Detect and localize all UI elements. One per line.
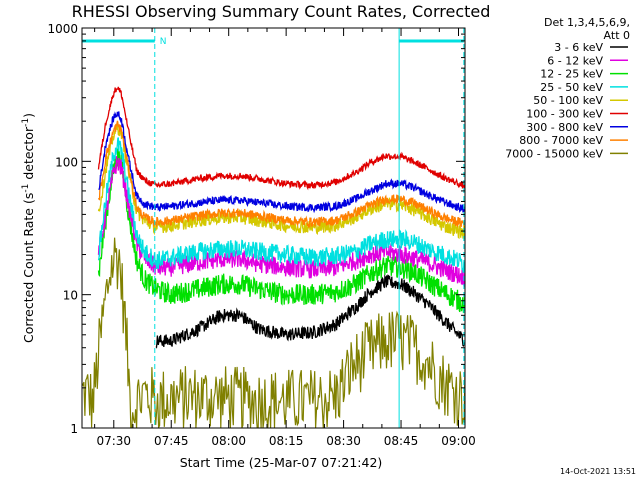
timestamp: 14-Oct-2021 13:51 [560,467,636,476]
axis-layer: 07:30 07:45 08:00 08:15 08:30 08:45 09:00 1 10 10… [47,22,475,448]
y-axis-label-main: Corrected Count Rate (s [21,193,36,343]
y-tick-label: 1000 [47,22,78,36]
legend-title-line1: Det 1,3,4,5,6,9, [544,16,630,29]
y-axis-label-sup1: -1 [21,184,31,193]
legend-entry-300-800-kev: 300 - 800 keV [526,121,603,134]
legend-entry-12-25-kev: 12 - 25 keV [540,68,603,81]
y-axis-label-mid: detector [21,126,36,184]
chart-title: RHESSI Observing Summary Count Rates, Co… [72,2,491,21]
y-tick-label: 100 [55,155,78,169]
series-25-50-kev [97,137,465,274]
legend-entry-7000-15000-kev: 7000 - 15000 keV [505,147,603,160]
series-line-6-12-kev [97,156,465,289]
x-tick-label: 08:15 [269,434,304,448]
x-tick-label: 08:45 [384,434,419,448]
y-axis-label-end: ) [21,113,36,118]
series-6-12-kev [97,156,465,289]
legend-entry-25-50-kev: 25 - 50 keV [540,81,603,94]
x-tick-label: 08:30 [326,434,361,448]
y-tick-label: 1 [70,422,78,436]
series-line-800-7000-kev [97,120,465,229]
legend-title-line2: Att 0 [604,29,630,42]
legend-entry-800-7000-kev: 800 - 7000 keV [519,134,603,147]
series-100-300-kev [97,86,465,191]
series-line-3-6-kev [155,273,465,349]
y-axis-label: Corrected Count Rate (s-1 detector-1) [21,113,36,343]
x-tick-label: 07:30 [96,434,131,448]
y-axis-label-sup2: -1 [21,118,31,127]
legend-entry-3-6-kev: 3 - 6 keV [554,41,603,54]
series-800-7000-kev [97,120,465,229]
legend-entry-100-300-kev: 100 - 300 keV [526,108,603,121]
series-line-7000-15000-kev [82,237,465,428]
legend-entry-50-100-kev: 50 - 100 keV [533,94,603,107]
series-300-800-kev [98,111,465,214]
series-line-25-50-kev [97,137,465,274]
x-axis-label: Start Time (25-Mar-07 07:21:42) [180,455,383,470]
series-7000-15000-kev [82,237,465,428]
series-line-100-300-kev [97,86,465,191]
series-line-300-800-kev [98,111,465,214]
legend-entry-6-12-kev: 6 - 12 keV [547,54,603,67]
night-marker-layer: N [82,28,465,428]
x-tick-label: 08:00 [211,434,246,448]
plot-frame [81,27,466,429]
x-tick-label: 09:00 [441,434,476,448]
x-tick-label: 07:45 [154,434,189,448]
series-3-6-kev [155,273,465,349]
night-marker-label: N [160,37,167,47]
series-layer [82,86,465,428]
series-12-25-kev [97,148,465,314]
y-tick-label: 10 [63,289,78,303]
series-line-12-25-kev [97,148,465,314]
